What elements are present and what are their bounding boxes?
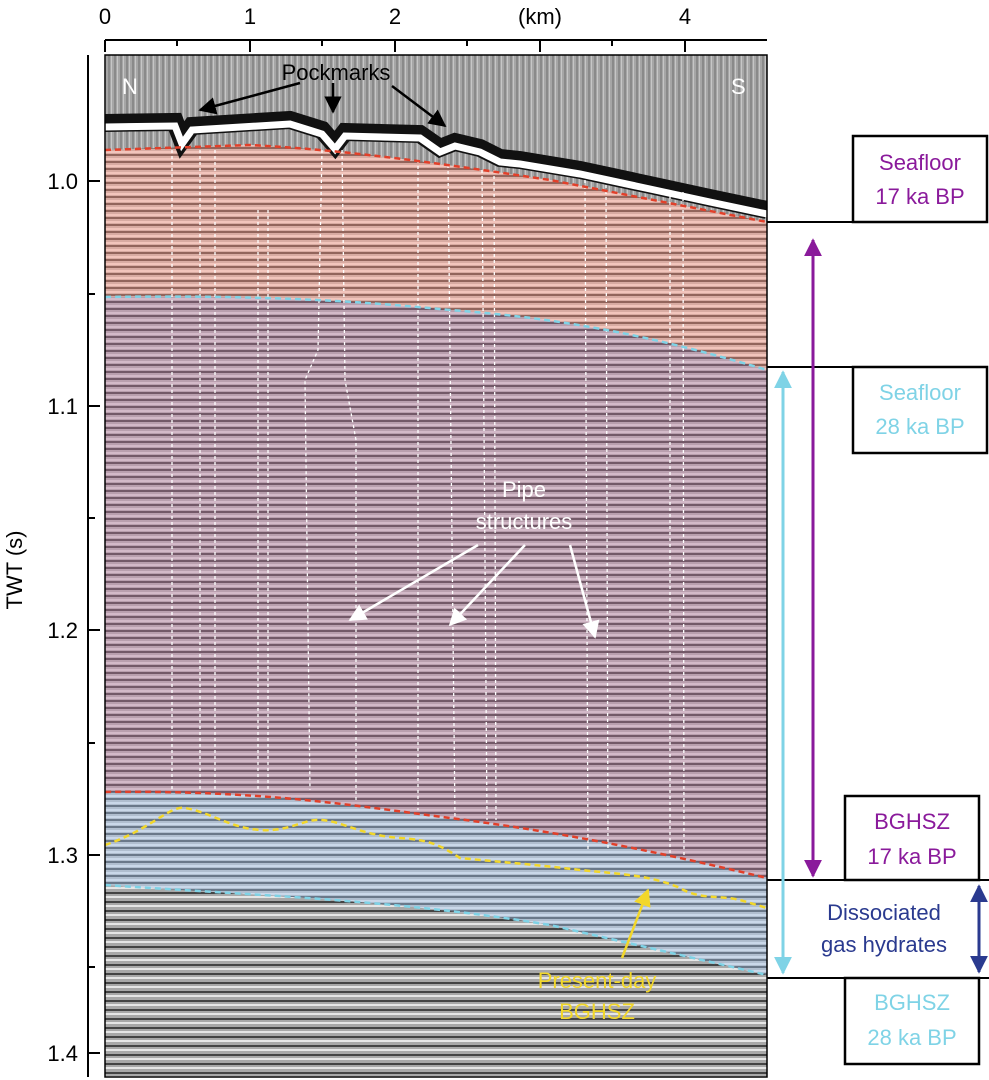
panel-frame xyxy=(104,54,768,1078)
seafloor-17ka-line2: 17 ka BP xyxy=(875,184,964,209)
present-bghsz-horizon xyxy=(105,806,767,910)
bghsz-17ka-line1: BGHSZ xyxy=(874,809,950,834)
pipe-boundaries xyxy=(171,149,685,861)
bghsz-28ka-horizon xyxy=(105,883,767,977)
seafloor-17ka-box xyxy=(851,134,989,224)
present-bghsz-arrow xyxy=(620,888,651,959)
bghsz-17ka-box xyxy=(843,794,981,882)
seafloor-17ka-line1: Seafloor xyxy=(879,150,961,175)
lower-unit-overlay xyxy=(105,791,767,975)
x-tick-0: 0 xyxy=(99,4,111,29)
middle-unit-overlay xyxy=(105,296,767,878)
pockmark-arrows xyxy=(198,81,447,128)
x-axis-label: (km) xyxy=(518,4,562,29)
bghsz-17ka-line2: 17 ka BP xyxy=(867,844,956,869)
y-tick-1.4: 1.4 xyxy=(47,1041,78,1066)
x-tick-1: 1 xyxy=(244,4,256,29)
seafloor-reflector-bright xyxy=(105,120,767,218)
dissociated-line2: gas hydrates xyxy=(821,932,947,957)
y-axis: 1.0 1.1 1.2 1.3 1.4 TWT (s) xyxy=(2,55,100,1077)
dissociated-label-bg xyxy=(800,895,970,965)
present-day-label-line1: Present-day xyxy=(538,968,657,993)
y-tick-1.0: 1.0 xyxy=(47,169,78,194)
pipe-structures-label-line1: Pipe xyxy=(502,477,546,502)
right-legend: Seafloor 17 ka BP Seafloor 28 ka BP BGHS… xyxy=(767,134,989,1066)
bghsz-28ka-line1: BGHSZ xyxy=(874,990,950,1015)
seafloor-28ka-horizon xyxy=(105,295,767,372)
x-tick-4: 4 xyxy=(679,4,691,29)
upper-unit-overlay xyxy=(105,145,767,370)
dissociated-line1: Dissociated xyxy=(827,900,941,925)
y-tick-1.3: 1.3 xyxy=(47,843,78,868)
seafloor-17ka-horizon xyxy=(105,143,767,224)
y-tick-1.2: 1.2 xyxy=(47,618,78,643)
south-label: S xyxy=(731,74,746,99)
deep-sediments xyxy=(105,885,767,1077)
pockmarks-label: Pockmarks xyxy=(282,60,391,85)
y-axis-label: TWT (s) xyxy=(2,530,27,609)
bghsz-28ka-box xyxy=(843,976,981,1066)
seismic-section: N S Pockmarks Pipe structures Present-da… xyxy=(105,55,767,1077)
pipe-structures-label-line2: structures xyxy=(476,509,573,534)
present-day-label-line2: BGHSZ xyxy=(559,999,635,1024)
y-tick-1.1: 1.1 xyxy=(47,394,78,419)
bghsz-28ka-line2: 28 ka BP xyxy=(867,1025,956,1050)
seafloor-28ka-line1: Seafloor xyxy=(879,380,961,405)
x-tick-2: 2 xyxy=(389,4,401,29)
x-axis: 0 1 2 (km) 4 xyxy=(99,4,767,52)
north-label: N xyxy=(122,74,138,99)
seafloor-28ka-line2: 28 ka BP xyxy=(875,414,964,439)
seafloor-28ka-box xyxy=(851,365,989,455)
pipe-arrows xyxy=(348,543,600,639)
